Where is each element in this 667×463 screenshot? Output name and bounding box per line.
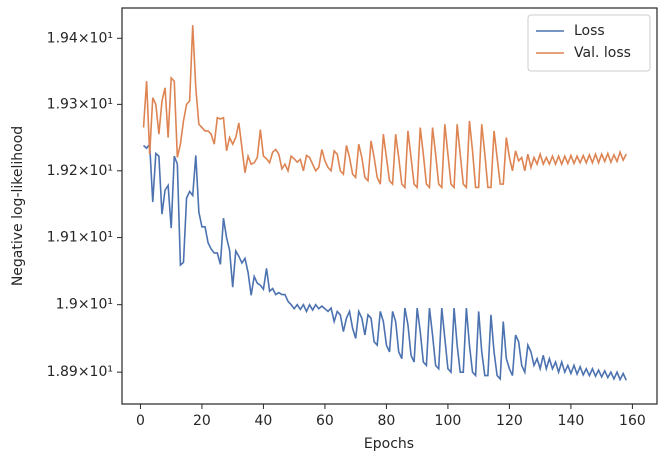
y-tick-label: 1.89×10¹ [47, 364, 113, 380]
legend-label: Loss [574, 23, 605, 39]
x-tick-label: 60 [316, 413, 334, 429]
y-tick-label: 1.91×10¹ [47, 230, 113, 246]
y-tick-label: 1.94×10¹ [47, 30, 113, 46]
x-tick-label: 20 [193, 413, 211, 429]
x-tick-label: 80 [378, 413, 396, 429]
line-series [142, 141, 627, 382]
y-tick-label: 1.93×10¹ [47, 96, 113, 112]
x-tick-label: 40 [255, 413, 273, 429]
legend-label: Val. loss [574, 45, 631, 61]
legend-box [527, 14, 651, 72]
x-axis-label: Epochs [364, 436, 414, 452]
y-tick-label: 1.92×10¹ [47, 163, 113, 179]
line-series [142, 25, 627, 190]
y-tick-label: 1.9×10¹ [56, 297, 113, 313]
x-tick-label: 100 [435, 413, 462, 429]
plot-frame [121, 7, 658, 405]
y-axis-label: Negative log-likelihood [10, 126, 26, 286]
x-tick-label: 0 [136, 413, 145, 429]
x-tick-label: 120 [496, 413, 523, 429]
x-tick-label: 160 [619, 413, 646, 429]
x-tick-label: 140 [558, 413, 585, 429]
